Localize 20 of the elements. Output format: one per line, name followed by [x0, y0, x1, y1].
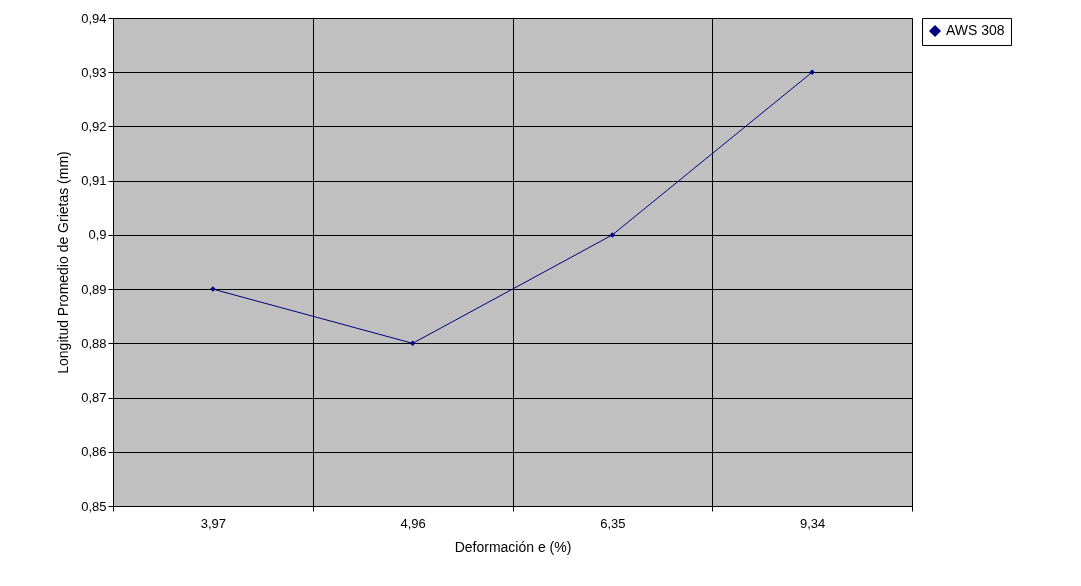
x-tick-label: 4,96: [400, 515, 426, 531]
point: [609, 232, 616, 238]
x-tick-label: 3,97: [200, 515, 227, 531]
y-tick-label: 0,86: [81, 444, 107, 460]
y-tick-label: 0,9: [88, 227, 107, 243]
y-tick-label: 0,94: [81, 10, 107, 26]
x-tick-label: 6,35: [600, 515, 626, 531]
point: [809, 69, 815, 75]
x-axis-title: Deformación e (%): [454, 538, 572, 555]
y-tick-label: 0,93: [81, 64, 107, 80]
y-tick-label: 0,87: [81, 390, 107, 406]
x-tick-label: 9,34: [799, 515, 826, 531]
y-tick-label: 0,89: [81, 281, 107, 297]
legend-label: AWS 308: [946, 22, 1005, 38]
y-tick-label: 0,91: [81, 173, 107, 189]
y-tick-label: 0,92: [81, 118, 107, 134]
point: [409, 340, 416, 347]
y-axis-title: Longitud Promedio de Grietas (mm): [55, 151, 72, 374]
y-tick-label: 0,88: [81, 335, 107, 351]
y-tick-label: 0,85: [81, 498, 107, 514]
